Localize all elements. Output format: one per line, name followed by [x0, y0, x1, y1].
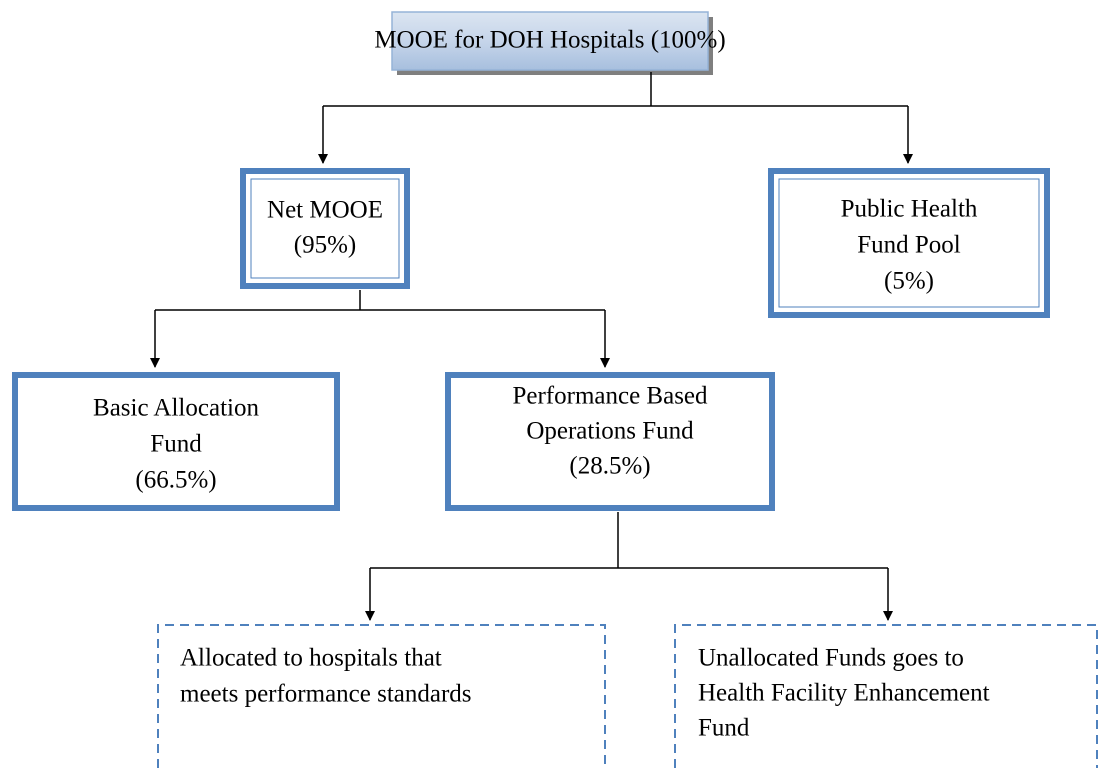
node-label: Net MOOE — [267, 197, 383, 224]
node-label: (5%) — [884, 268, 934, 295]
node-label: Health Facility Enhancement — [698, 680, 990, 707]
node-label: Allocated to hospitals that — [180, 645, 442, 672]
node-label: (95%) — [294, 232, 356, 259]
connectors — [150, 72, 913, 621]
boxes — [12, 168, 1098, 768]
node-label: Performance Based — [512, 383, 708, 410]
node-label: (66.5%) — [135, 467, 216, 494]
node-label: meets performance standards — [180, 681, 472, 708]
node-label: Fund — [150, 431, 202, 458]
node-label: (28.5%) — [569, 453, 650, 480]
node-label: Operations Fund — [526, 418, 694, 445]
node-label: Fund — [698, 715, 750, 742]
node-label: Basic Allocation — [93, 395, 259, 422]
node-label: MOOE for DOH Hospitals (100%) — [374, 27, 725, 54]
box — [391, 11, 709, 71]
node-label: Fund Pool — [857, 232, 961, 259]
node-label: Unallocated Funds goes to — [698, 645, 964, 672]
node-label: Public Health — [841, 196, 978, 223]
